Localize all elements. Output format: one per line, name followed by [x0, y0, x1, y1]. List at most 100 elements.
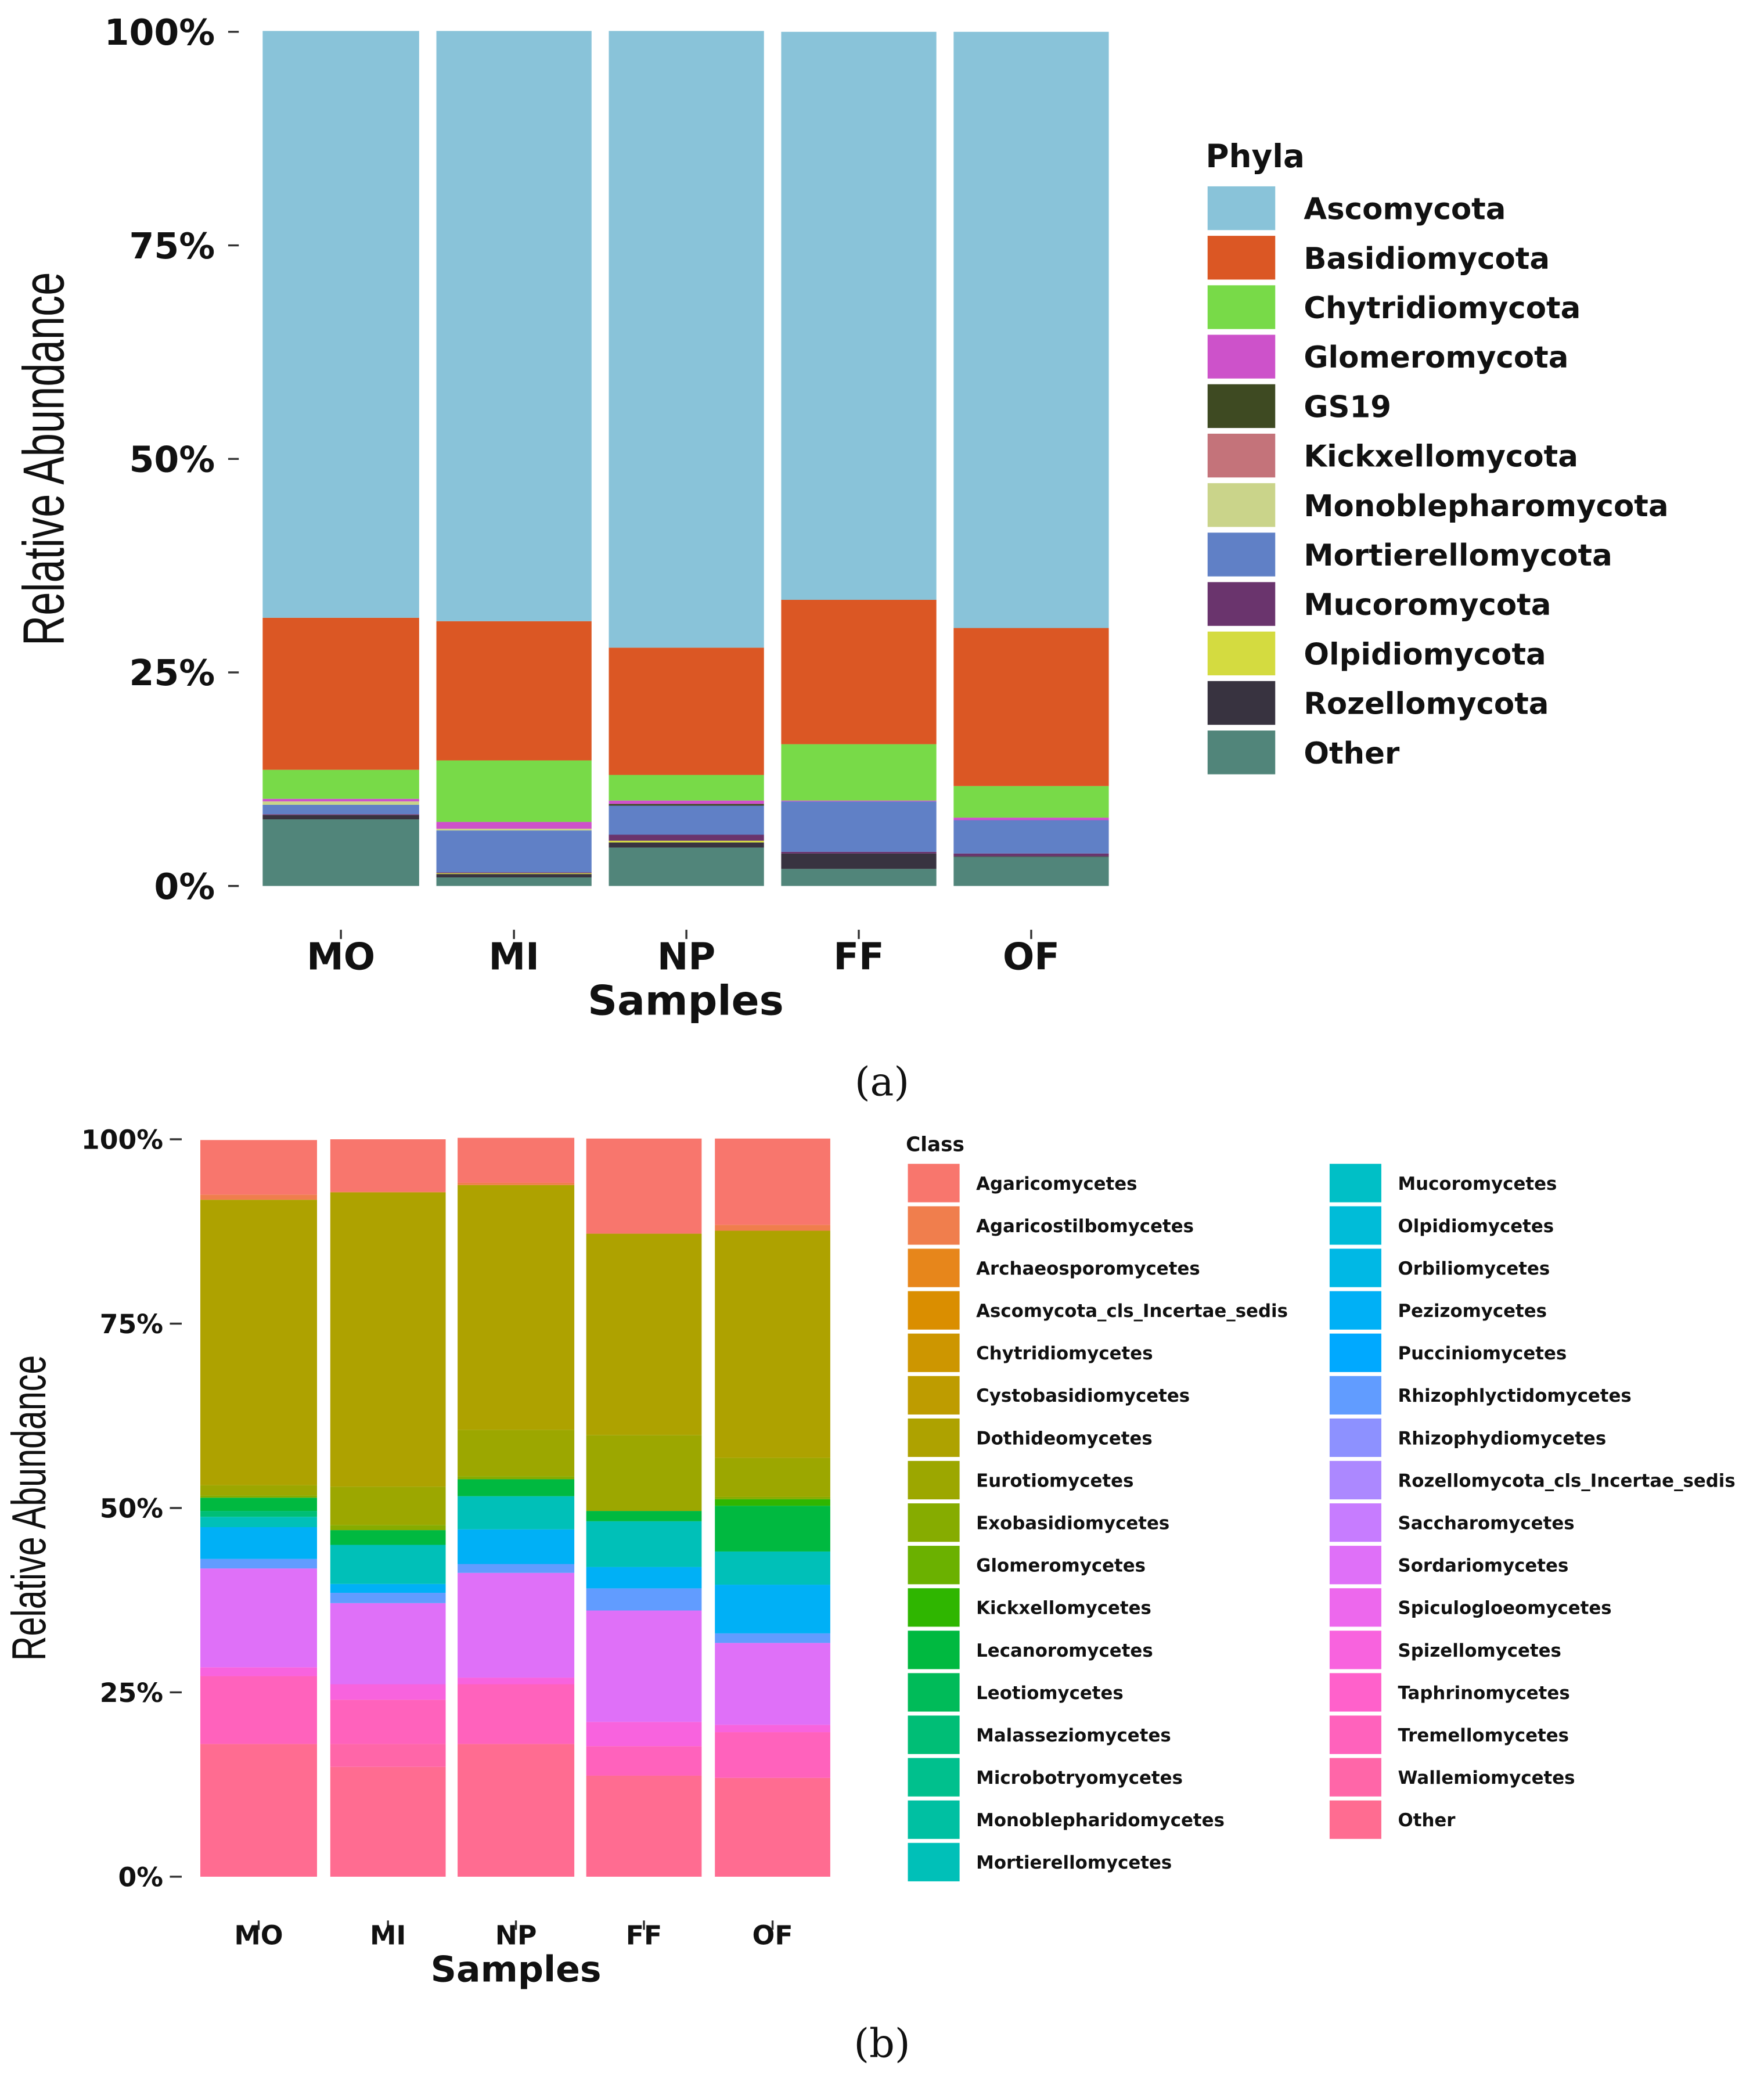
legend-label: Sordariomycetes: [1398, 1556, 1569, 1577]
bar-segment-np-dothideomycetes: [458, 1185, 575, 1430]
bar-segment-mo-tremellomycetes: [200, 1676, 317, 1744]
legend-key: [1328, 1247, 1383, 1289]
bar-segment-np-basidiomycota: [609, 647, 764, 775]
legend-label: Monoblepharomycota: [1304, 489, 1668, 524]
bar-segment-np-other: [458, 1744, 575, 1877]
bar-segment-np-other: [609, 847, 764, 886]
bar-segment-of-basidiomycota: [953, 628, 1109, 786]
bar-segment-np-agaricostilbomycetes: [458, 1182, 575, 1185]
legend-label: Mucoromycetes: [1398, 1174, 1557, 1194]
x-axis-title: Samples: [431, 1948, 602, 1990]
legend-label: Glomeromycota: [1304, 340, 1568, 375]
bar-segment-np-mucoromycota: [609, 834, 764, 841]
legend-key: [1328, 1799, 1383, 1841]
legend-key: [906, 1841, 961, 1883]
legend-label: Mucoromycota: [1304, 588, 1551, 622]
legend-label: Rozellomycota: [1304, 687, 1549, 722]
bar-segment-mi-mortierellomycota: [436, 830, 592, 873]
bar-segment-np-gs19: [609, 804, 764, 806]
legend-key: [1328, 1502, 1383, 1543]
bar-segment-of-mortierellomycota: [953, 820, 1109, 854]
legend-label: Microbotryomycetes: [976, 1768, 1183, 1788]
legend-key: [906, 1332, 961, 1374]
bar-segment-ff-tremellomycetes: [586, 1746, 702, 1776]
bar-segment-np-mortierellomycota: [609, 805, 764, 835]
bar-segment-mi-other: [330, 1766, 446, 1877]
bar-segment-mo-mortierellomycetes: [200, 1517, 317, 1528]
panel-a-phyla-chart: Samples Relative Abundance Phyla MO MI NP F…: [11, 12, 1668, 1024]
caption-a: (a): [855, 1059, 909, 1106]
legend-key: [906, 1290, 961, 1331]
legend-label: Lecanoromycetes: [976, 1640, 1153, 1661]
legend-key: [1206, 185, 1277, 232]
bar-segment-ff-basidiomycota: [781, 599, 937, 744]
bar-segment-mo-sordariomycetes: [200, 1568, 317, 1668]
y-axis-title: Relative Abundance: [2, 1355, 56, 1661]
y-tick-label: 100%: [105, 12, 215, 53]
bar-segment-mi-sordariomycetes: [330, 1603, 446, 1685]
bar-segment-mo-malasseziomycetes: [200, 1511, 317, 1517]
legend-key: [1206, 234, 1277, 281]
legend-key: [1328, 1417, 1383, 1459]
bar-segment-mo-monoblepharomycota: [262, 801, 419, 805]
bar-segment-mo-lecanoromycetes: [200, 1498, 317, 1511]
bar-segment-mi-olpidiomycota: [436, 873, 592, 874]
legend-label: Agaricomycetes: [976, 1174, 1137, 1194]
bar-segment-np-spizellomycetes: [458, 1678, 575, 1685]
legend-key: [1328, 1544, 1383, 1586]
x-tick-label: FF: [626, 1920, 662, 1950]
bar-segment-of-tremellomycetes: [715, 1732, 830, 1778]
bar-segment-np-tremellomycetes: [458, 1684, 575, 1744]
bar-segment-mi-rhizophlyctidomycetes: [330, 1593, 446, 1603]
bar-segment-of-rhizophlyctidomycetes: [715, 1633, 830, 1643]
legend-key: [1328, 1162, 1383, 1204]
x-tick-label: MI: [488, 936, 539, 979]
bar-segment-mo-agaricostilbomycetes: [200, 1194, 317, 1200]
y-axis-title: Relative Abundance: [11, 272, 76, 646]
bar-segment-mi-rozellomycota: [436, 874, 592, 878]
bar-segment-of-agaricomycetes: [715, 1138, 830, 1225]
bar-segment-mi-lecanoromycetes: [330, 1530, 446, 1545]
bar-segment-np-eurotiomycetes: [458, 1430, 575, 1477]
bar-segment-ff-spizellomycetes: [586, 1722, 702, 1747]
bar-segment-mo-pezizomycetes: [200, 1527, 317, 1559]
bar-segment-mo-eurotiomycetes: [200, 1485, 317, 1496]
legend-key: [1328, 1332, 1383, 1374]
bar-segment-ff-sordariomycetes: [586, 1610, 702, 1722]
bar-segment-ff-other: [586, 1775, 702, 1877]
bar-segment-mi-ascomycota: [436, 31, 592, 621]
legend-title: Phyla: [1205, 138, 1305, 175]
legend-label: Leotiomycetes: [976, 1683, 1124, 1704]
y-tick-label: 100%: [81, 1124, 163, 1155]
bar-segment-mo-mortierellomycota: [262, 805, 419, 815]
x-tick-label: OF: [753, 1920, 793, 1950]
bar-segment-of-mucoromycota: [953, 853, 1109, 856]
bar-segment-ff-lecanoromycetes: [586, 1511, 702, 1521]
bar-segment-ff-eurotiomycetes: [586, 1435, 702, 1511]
bar-segment-mo-dothideomycetes: [200, 1200, 317, 1485]
bar-segment-mi-chytridiomycota: [436, 760, 592, 822]
legend-label: Wallemiomycetes: [1398, 1768, 1575, 1788]
bar-segment-ff-other: [781, 869, 937, 886]
legend-key: [906, 1757, 961, 1798]
legend-label: Basidiomycota: [1304, 242, 1550, 276]
x-tick-label: FF: [833, 936, 884, 979]
bar-segment-mo-agaricomycetes: [200, 1140, 317, 1195]
bar-segment-mi-mortierellomycetes: [330, 1545, 446, 1584]
bar-segment-mo-exobasidiomycetes: [200, 1495, 317, 1498]
legend-label: Rhizophlyctidomycetes: [1398, 1385, 1632, 1406]
bar-segment-of-glomeromycota: [953, 818, 1109, 820]
bar-segment-of-eurotiomycetes: [715, 1457, 830, 1497]
bar-segment-of-chytridiomycota: [953, 786, 1109, 818]
bar-segment-mi-monoblepharomycota: [436, 829, 592, 831]
y-tick-label: 50%: [129, 438, 215, 480]
bar-segment-of-spizellomycetes: [715, 1725, 830, 1733]
legend-label: Pezizomycetes: [1398, 1301, 1547, 1322]
caption-b: (b): [854, 2021, 910, 2067]
legend-key: [1328, 1290, 1383, 1331]
bar-segment-of-sordariomycetes: [715, 1643, 830, 1725]
bar-segment-mo-rozellomycota: [262, 815, 419, 820]
x-tick-label: OF: [1003, 936, 1060, 979]
bar-segment-ff-mortierellomycetes: [586, 1521, 702, 1567]
